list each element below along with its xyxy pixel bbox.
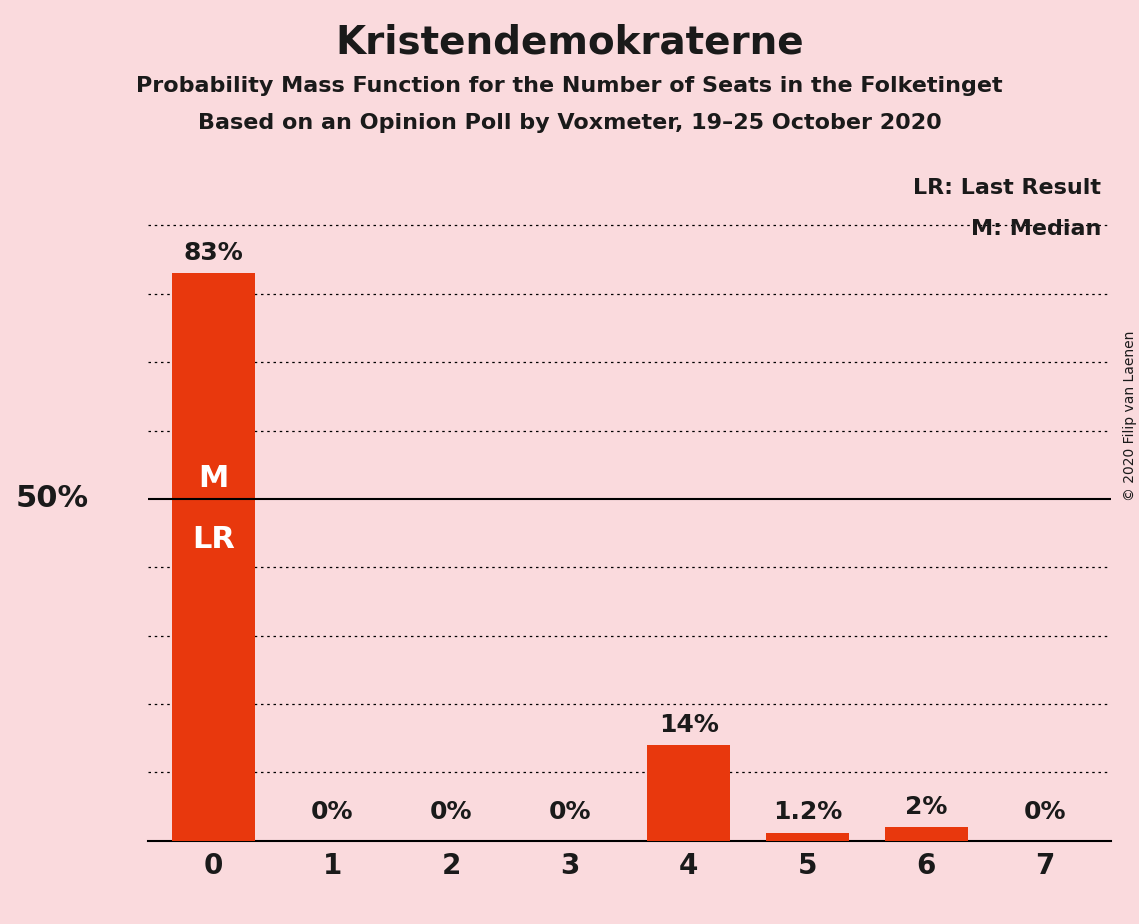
Text: 0%: 0%	[311, 800, 353, 824]
Text: 50%: 50%	[15, 484, 89, 514]
Text: 2%: 2%	[906, 795, 948, 819]
Bar	[765, 833, 849, 841]
Text: M: Median: M: Median	[970, 219, 1101, 238]
Text: 83%: 83%	[183, 241, 244, 265]
Text: M: M	[198, 464, 229, 492]
Text: 0%: 0%	[1024, 800, 1066, 824]
Text: 1.2%: 1.2%	[773, 800, 842, 824]
Text: LR: Last Result: LR: Last Result	[912, 177, 1101, 198]
Text: © 2020 Filip van Laenen: © 2020 Filip van Laenen	[1123, 331, 1137, 501]
Text: 14%: 14%	[658, 713, 719, 737]
Bar	[885, 827, 968, 841]
Text: Probability Mass Function for the Number of Seats in the Folketinget: Probability Mass Function for the Number…	[137, 76, 1002, 96]
Text: 0%: 0%	[429, 800, 473, 824]
Text: LR: LR	[192, 526, 235, 554]
Text: 0%: 0%	[549, 800, 591, 824]
Text: Kristendemokraterne: Kristendemokraterne	[335, 23, 804, 61]
Bar	[172, 274, 255, 841]
Bar	[647, 745, 730, 841]
Text: Based on an Opinion Poll by Voxmeter, 19–25 October 2020: Based on an Opinion Poll by Voxmeter, 19…	[198, 113, 941, 133]
